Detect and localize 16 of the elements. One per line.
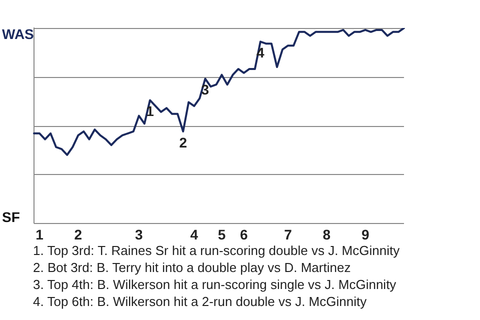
x-tick-label: 7: [284, 226, 292, 242]
x-tick-label: 1: [36, 226, 44, 242]
x-tick-label: 4: [190, 226, 198, 242]
x-tick-label: 5: [218, 226, 226, 242]
text: 1. Top 3rd: T. Raines Sr hit a run-scoring double vs J. McGinnity: [33, 242, 400, 259]
text: 3. Top 4th: B. Wilkerson hit a run-scoring single vs J. McGinnity: [33, 276, 398, 293]
x-tick-label: 6: [240, 226, 248, 242]
text: 2. Bot 3rd: B. Terry hit into a double play vs D. Martinez: [33, 259, 352, 276]
x-tick-label: 2: [74, 226, 82, 242]
text: 4. Top 6th: B. Wilkerson hit a 2-run double vs J. McGinnity: [33, 293, 368, 310]
text: SF: [2, 209, 20, 226]
x-tick-label: 3: [135, 226, 144, 242]
text: WAS: [2, 26, 34, 42]
annotation: 2: [179, 134, 188, 150]
x-tick-label: 8: [322, 226, 331, 242]
x-tick-label: 9: [361, 226, 370, 242]
